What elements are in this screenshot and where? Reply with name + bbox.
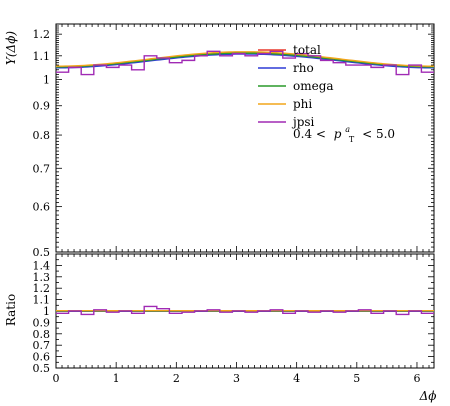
series-line-phi [55, 51, 435, 67]
main-panel: 0.5 0.6 0.7 0.8 0.9 1 1.1 1.2 [33, 23, 435, 259]
main-y-tick-label: 1.1 [33, 50, 51, 63]
ratio-y-tick-label: 1.4 [33, 259, 51, 272]
main-y-tick-label: 0.8 [33, 129, 51, 142]
ratio-y-tick-label: 0.8 [33, 328, 51, 341]
x-tick-label: 2 [173, 372, 180, 385]
ratio-y-tick-label: 1.3 [33, 271, 51, 284]
annotation-lhs: 0.4 < [293, 127, 326, 141]
x-tick-label: 4 [293, 372, 300, 385]
ratio-y-tick-label: 1 [43, 305, 50, 318]
annotation-p: p [334, 127, 342, 141]
ratio-y-tick-label: 0.7 [33, 339, 51, 352]
legend-label-phi: phi [293, 97, 312, 111]
annotation-rhs: < 5.0 [362, 127, 395, 141]
ratio-y-tick-label: 1.2 [33, 282, 51, 295]
main-y-tick-label: 1 [43, 74, 50, 87]
ratio-y-tick-label: 0.5 [33, 362, 51, 375]
legend-label-rho: rho [293, 61, 314, 75]
ratio-panel: 0 1 2 3 4 5 60.50.60.70.80.911.11.21.31.4 [33, 253, 435, 385]
annotation-subscript: T [349, 135, 355, 144]
x-tick-label: 0 [53, 372, 60, 385]
main-y-tick-label: 0.7 [33, 162, 51, 175]
legend-label-jpsi: jpsi [291, 115, 315, 129]
ratio-line-jpsi [56, 305, 434, 316]
ratio-y-tick-label: 0.6 [33, 351, 51, 364]
legend-label-omega: omega [293, 79, 334, 93]
main-y-axis-title: Y(Δϕ) [4, 31, 18, 65]
x-tick-label: 3 [233, 372, 240, 385]
main-y-tick-label: 1.2 [33, 28, 51, 41]
legend: total rho omega phi jpsi [258, 43, 334, 129]
ratio-y-tick-label: 1.1 [33, 294, 51, 307]
x-tick-label: 5 [353, 372, 360, 385]
main-y-tick-label: 0.9 [33, 100, 51, 113]
x-tick-label: 6 [413, 372, 420, 385]
series-line-jpsi [56, 50, 434, 76]
ratio-y-tick-label: 0.9 [33, 316, 51, 329]
ratio-y-axis-title: Ratio [4, 294, 18, 326]
x-tick-label: 1 [113, 372, 120, 385]
main-y-tick-label: 0.6 [33, 201, 51, 214]
legend-label-total: total [293, 43, 321, 57]
main-y-tick-label: 0.5 [33, 246, 51, 259]
annotation-superscript: a [345, 125, 350, 134]
x-axis-title: Δϕ [419, 389, 437, 403]
kinematic-cut-annotation: 0.4 < p a T < 5.0 [293, 121, 395, 145]
